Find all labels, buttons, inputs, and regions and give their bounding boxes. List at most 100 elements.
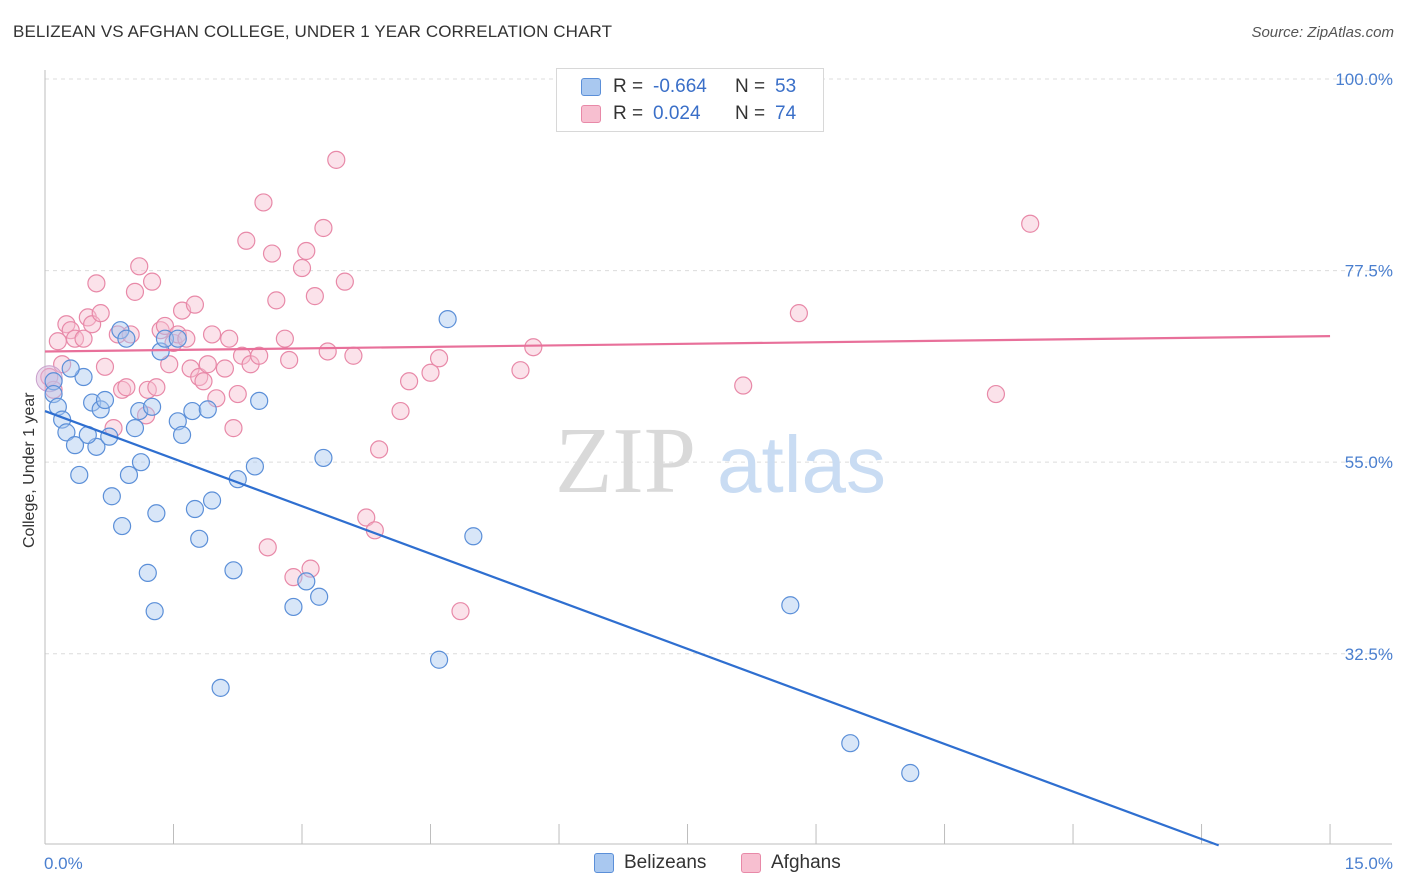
series-legend-belizeans[interactable]: Belizeans	[594, 852, 706, 874]
legend-r-label: R =	[613, 103, 644, 124]
belizeans-point	[155, 329, 175, 348]
belizeans-point	[901, 763, 920, 783]
legend-swatch-belizeans	[581, 78, 601, 96]
belizeans-point	[183, 401, 202, 421]
legend-r-label: R =	[613, 76, 644, 97]
afghans-point	[327, 150, 346, 169]
afghans-point	[130, 257, 149, 276]
belizeans-point	[310, 587, 329, 606]
series-legend-afghans[interactable]: Afghans	[741, 852, 841, 874]
afghans-point	[194, 372, 213, 391]
y-tick-label: 100.0%	[1335, 70, 1393, 89]
y-tick-label: 55.0%	[1345, 453, 1393, 472]
afghans-point	[305, 287, 324, 306]
belizeans-point	[841, 734, 860, 753]
afghans-point	[87, 274, 106, 293]
belizeans-point	[168, 329, 187, 348]
afghans-point	[451, 602, 470, 621]
afghans-point	[142, 272, 162, 291]
belizeans-point	[142, 397, 162, 416]
afghans-point	[91, 304, 110, 323]
chart-title: BELIZEAN VS AFGHAN COLLEGE, UNDER 1 YEAR…	[13, 22, 613, 41]
afghans-point	[524, 338, 543, 357]
belizeans-point	[464, 527, 483, 546]
afghans-point	[292, 258, 312, 278]
afghans-point	[228, 384, 247, 404]
afghans-point	[344, 346, 363, 365]
belizeans-point	[314, 448, 333, 468]
afghans-point	[335, 272, 354, 291]
afghans-point	[280, 350, 299, 370]
afghans-point	[198, 355, 217, 374]
afghans-point	[224, 419, 243, 438]
belizeans-point	[57, 423, 76, 442]
belizeans-point	[429, 650, 449, 669]
series-swatch-belizeans	[594, 853, 614, 873]
afghans-point	[237, 231, 256, 250]
afghans-point	[250, 346, 269, 365]
afghans-point	[986, 384, 1006, 404]
belizeans-point	[250, 391, 269, 410]
belizeans-point	[185, 499, 205, 519]
belizeans-point	[70, 465, 89, 485]
afghans-point	[147, 378, 166, 397]
legend-row-afghans: R = 0.024 N = 74	[581, 101, 796, 127]
legend-n-value-belizeans: 53	[775, 76, 797, 97]
series-label-belizeans: Belizeans	[624, 852, 707, 873]
legend-row-belizeans: R = -0.664 N = 53	[581, 74, 796, 100]
belizeans-point	[202, 491, 222, 510]
afghans-points	[35, 150, 1040, 621]
afghans-point	[125, 282, 145, 301]
belizeans-point	[102, 487, 121, 506]
afghans-point	[262, 244, 282, 263]
legend-n-label: N =	[735, 76, 766, 97]
belizeans-point	[198, 400, 217, 419]
afghans-point	[399, 372, 419, 391]
belizeans-point	[61, 359, 80, 378]
afghans-point	[789, 304, 808, 323]
belizeans-point	[224, 561, 243, 580]
legend-swatch-afghans	[581, 105, 601, 123]
x-tick-label-min: 0.0%	[44, 854, 83, 873]
belizeans-point	[95, 390, 115, 410]
afghans-point	[74, 329, 93, 348]
afghans-point	[155, 316, 175, 336]
afghans-point	[391, 401, 410, 421]
belizeans-trend-line	[44, 410, 1220, 847]
y-tick-label: 32.5%	[1345, 645, 1393, 664]
afghans-point	[215, 359, 235, 378]
legend-n-label: N =	[735, 103, 766, 124]
source-label: Source: ZipAtlas.com	[1251, 24, 1394, 41]
x-tick-label-max: 15.0%	[1345, 854, 1393, 873]
afghans-point	[160, 355, 179, 374]
afghans-point	[297, 241, 316, 261]
belizeans-point	[44, 372, 63, 391]
belizeans-point	[781, 596, 800, 615]
tick-labels: 32.5% 55.0% 77.5% 100.0% 0.0% 15.0%	[44, 70, 1393, 873]
afghans-point	[370, 440, 389, 459]
series-label-afghans: Afghans	[771, 852, 841, 873]
belizeans-point	[113, 516, 132, 536]
belizeans-point	[172, 425, 192, 445]
afghans-point	[258, 538, 277, 557]
belizeans-point	[145, 602, 164, 621]
series-legend: Belizeans Afghans	[0, 852, 1406, 878]
watermark: ZIP atlas	[555, 409, 886, 513]
afghans-point	[95, 357, 115, 376]
trend-lines	[44, 335, 1331, 847]
afghans-point	[421, 363, 440, 382]
afghans-point	[357, 508, 376, 527]
series-swatch-afghans	[741, 853, 761, 873]
legend-r-value-belizeans: -0.664	[653, 76, 707, 97]
belizeans-point	[147, 504, 166, 523]
afghans-point	[254, 193, 273, 212]
afghans-point	[275, 329, 294, 348]
y-axis-label: College, Under 1 year	[21, 392, 38, 548]
afghans-point	[1021, 214, 1040, 233]
belizeans-point	[131, 453, 151, 472]
belizeans-point	[284, 597, 303, 617]
afghans-point	[267, 291, 286, 310]
belizeans-point	[138, 563, 157, 582]
belizeans-points	[44, 310, 920, 783]
belizeans-point	[168, 412, 187, 431]
